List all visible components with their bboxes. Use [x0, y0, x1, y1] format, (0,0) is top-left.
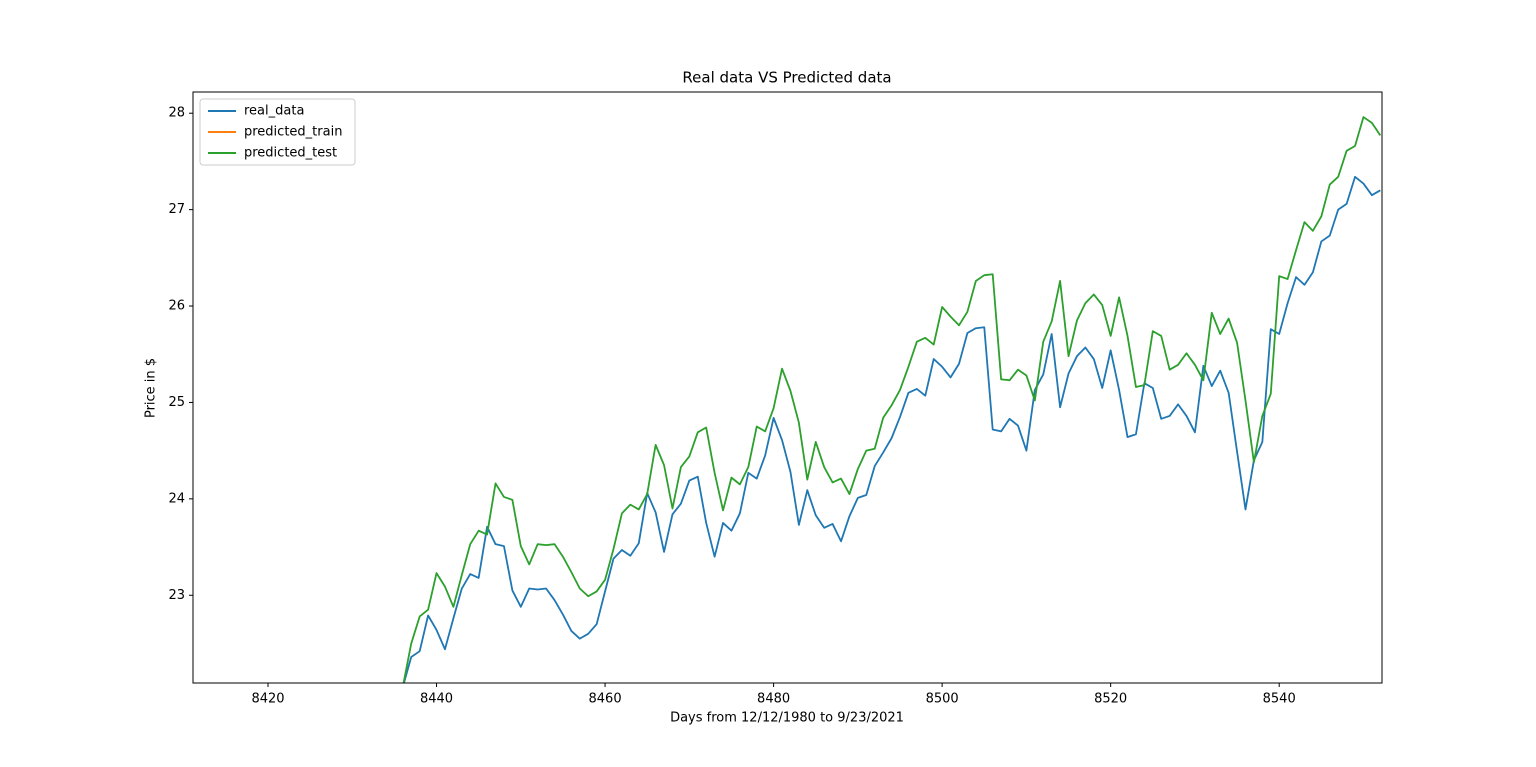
plot-area: [402, 116, 1382, 683]
y-tick-label: 24: [168, 491, 185, 506]
legend-label: predicted_test: [244, 146, 337, 161]
y-tick-label: 28: [168, 106, 185, 121]
data-line: [402, 116, 1382, 683]
x-tick-label: 8420: [251, 692, 284, 707]
chart-title: Real data VS Predicted data: [682, 69, 891, 87]
x-tick-label: 8520: [1094, 692, 1127, 707]
legend: real_data predicted_train predicted_test: [199, 98, 356, 166]
data-line: [402, 175, 1381, 683]
y-tick-label: 25: [168, 395, 185, 410]
y-tick-label: 27: [168, 202, 185, 217]
y-tick-label: 26: [168, 299, 185, 314]
y-axis-label: Price in $: [144, 358, 159, 418]
x-axis-label: Days from 12/12/1980 to 9/23/2021: [670, 711, 904, 726]
legend-label: predicted_train: [244, 125, 342, 140]
x-tick-label: 8440: [420, 692, 453, 707]
x-tick-label: 8480: [757, 692, 790, 707]
legend-label: real_data: [244, 104, 304, 119]
y-tick-label: 23: [168, 588, 185, 603]
legend-box: [199, 98, 356, 166]
x-tick-label: 8500: [926, 692, 959, 707]
x-tick-label: 8540: [1263, 692, 1296, 707]
plot-frame: [192, 91, 1383, 684]
x-tick-label: 8460: [589, 692, 622, 707]
